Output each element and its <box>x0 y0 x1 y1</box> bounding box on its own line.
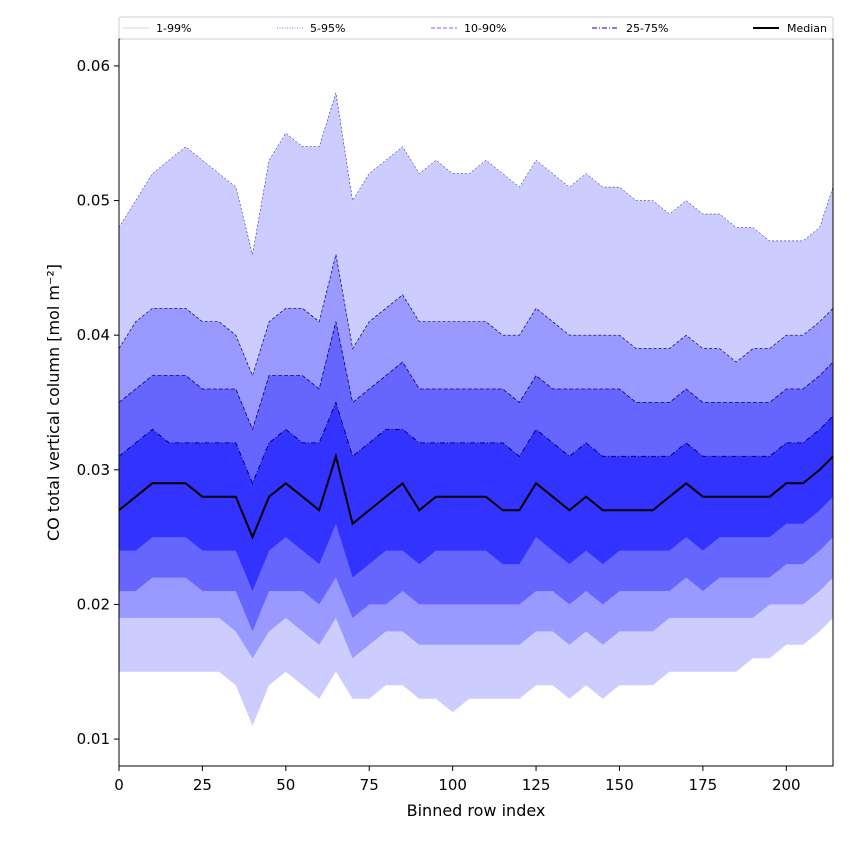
y-axis-label: CO total vertical column [mol m⁻²] <box>44 264 63 541</box>
legend-item: 5-95% <box>277 22 345 35</box>
legend-item: 10-90% <box>431 22 506 35</box>
plot-area <box>118 92 834 726</box>
median-line <box>118 452 834 540</box>
x-tick-label: 50 <box>276 776 295 794</box>
y-axis-ticks: 0.01 0.02 0.03 0.04 0.05 0.06 <box>77 57 119 748</box>
edge-p90 <box>118 321 834 431</box>
legend-label: Median <box>787 22 827 35</box>
x-tick-label: 175 <box>689 776 718 794</box>
y-tick-label: 0.03 <box>77 461 110 479</box>
x-tick-label: 0 <box>114 776 124 794</box>
x-tick-label: 75 <box>360 776 379 794</box>
x-tick-label: 200 <box>772 776 801 794</box>
edge-p95 <box>118 254 834 377</box>
legend-item: Median <box>753 22 827 35</box>
y-tick-label: 0.01 <box>77 730 110 748</box>
legend-item: 1-99% <box>123 22 191 35</box>
edge-p75 <box>118 401 834 485</box>
legend-box <box>118 16 834 40</box>
x-axis-ticks: 0 25 50 75 100 125 150 175 200 <box>114 766 801 794</box>
y-tick-label: 0.06 <box>77 57 110 75</box>
y-tick-label: 0.04 <box>77 326 110 344</box>
legend-label: 1-99% <box>156 22 191 35</box>
y-tick-label: 0.02 <box>77 595 110 613</box>
x-axis-label: Binned row index <box>407 801 546 820</box>
legend-label: 25-75% <box>626 22 668 35</box>
x-tick-label: 25 <box>193 776 212 794</box>
x-tick-label: 150 <box>605 776 634 794</box>
y-tick-label: 0.05 <box>77 192 110 210</box>
x-tick-label: 100 <box>438 776 467 794</box>
legend-label: 10-90% <box>464 22 506 35</box>
x-tick-label: 125 <box>522 776 551 794</box>
legend: 1-99% 5-95% 10-90% 25-75% Median <box>118 16 834 40</box>
legend-label: 5-95% <box>310 22 345 35</box>
legend-item: 25-75% <box>592 22 668 35</box>
